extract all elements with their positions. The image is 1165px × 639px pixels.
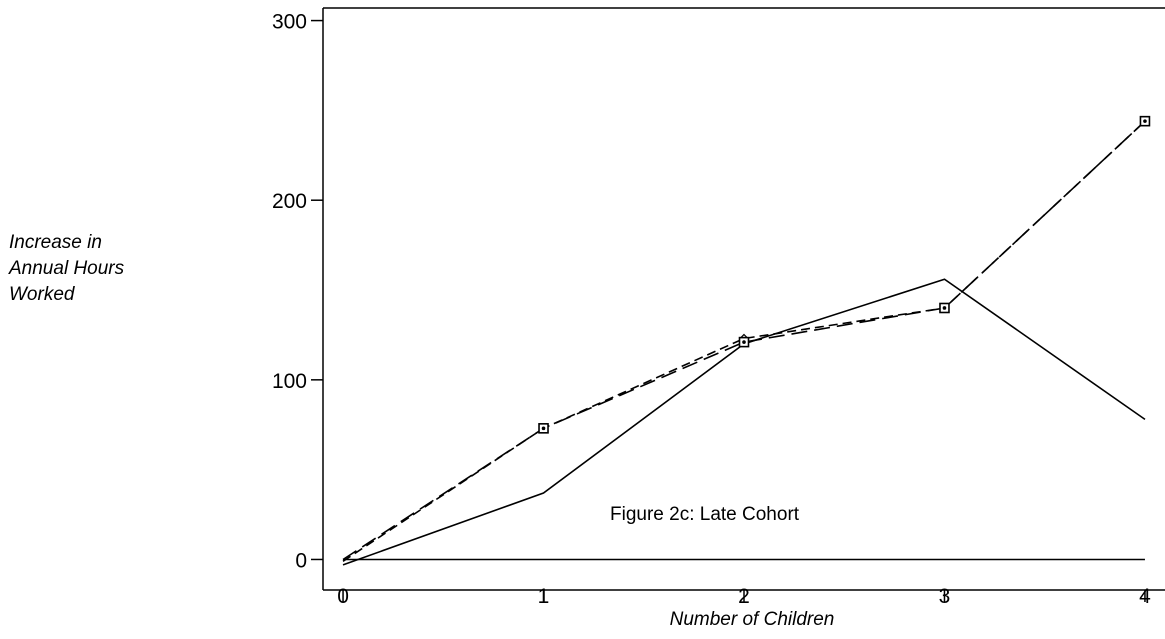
series-point-square-dot [742, 340, 746, 344]
y-tick-label: 0 [295, 549, 307, 572]
series-point-square-dot [541, 426, 546, 431]
x-tick-label: 2 [738, 585, 750, 608]
x-tick-label: 4 [1139, 585, 1151, 608]
y-axis-title-line: Worked [9, 284, 75, 305]
y-axis-title: Increase in Annual Hours Worked [9, 230, 124, 308]
x-tick-label: 0 [337, 585, 349, 608]
series-line-1 [342, 120, 1146, 562]
axes [322, 7, 1165, 591]
x-axis-title: Number of Children [670, 609, 835, 630]
y-tick-label: 300 [272, 11, 307, 34]
series [342, 115, 1151, 566]
x-tick-label: 1 [538, 585, 550, 608]
y-tick-label: 200 [272, 190, 307, 213]
y-tick-label: 100 [272, 370, 307, 393]
figure-annotation: Figure 2c: Late Cohort [610, 504, 800, 525]
ticks: 0 100 200 300 0 1 2 3 4 [272, 11, 1151, 608]
y-axis-title-line: Annual Hours [9, 258, 125, 279]
series-point-square-dot [942, 306, 947, 310]
series-point-square-dot [1143, 119, 1147, 123]
y-axis-title-line: Increase in [9, 232, 102, 253]
x-tick-label: 3 [939, 585, 951, 608]
